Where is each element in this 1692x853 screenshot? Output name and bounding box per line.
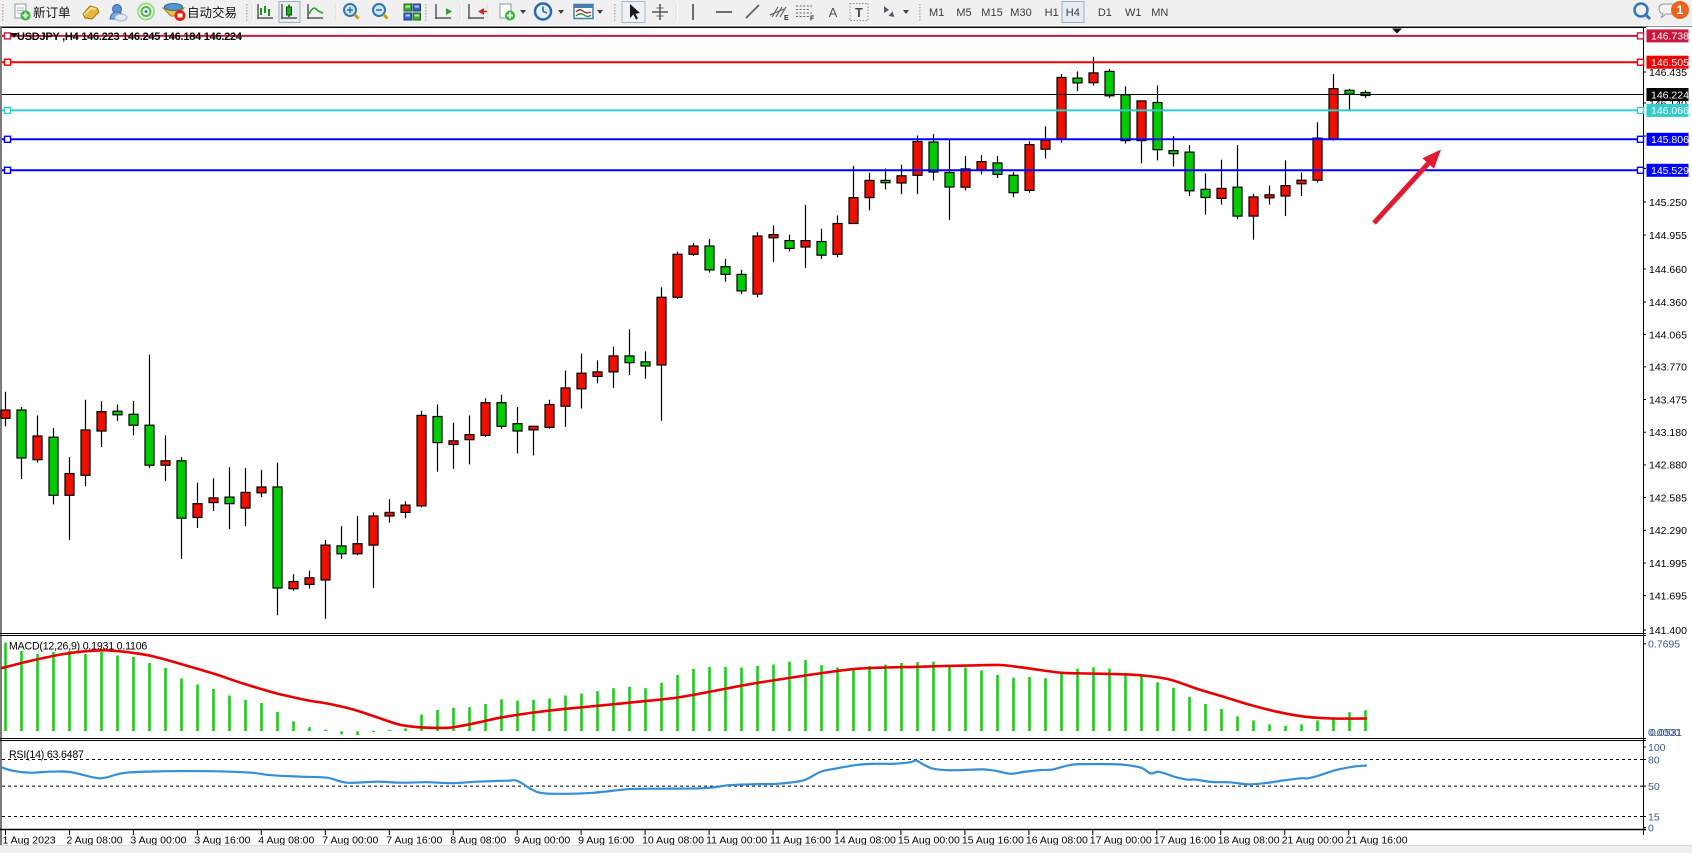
svg-text:100: 100 [1648,742,1666,754]
svg-text:0: 0 [1648,822,1654,834]
svg-text:9 Aug 00:00: 9 Aug 00:00 [514,835,570,847]
svg-text:2 Aug 08:00: 2 Aug 08:00 [67,835,123,847]
svg-text:H4: H4 [1066,7,1080,19]
svg-text:146.738: 146.738 [1651,31,1689,43]
svg-text:M1: M1 [929,7,944,19]
svg-text:F: F [810,16,815,23]
svg-text:11 Aug 00:00: 11 Aug 00:00 [706,835,767,847]
svg-text:7 Aug 00:00: 7 Aug 00:00 [322,835,378,847]
svg-text:144.065: 144.065 [1649,329,1687,341]
svg-text:14 Aug 08:00: 14 Aug 08:00 [834,835,896,847]
svg-text:H1: H1 [1045,7,1059,19]
svg-text:A: A [829,5,838,20]
svg-text:USDJPY ,H4 146.223 146.245 14: USDJPY ,H4 146.223 146.245 146.184 146.2… [17,31,243,43]
svg-text:15 Aug 16:00: 15 Aug 16:00 [962,835,1024,847]
svg-text:1: 1 [1677,3,1684,17]
svg-text:0.0000: 0.0000 [1648,727,1680,739]
svg-text:144.360: 144.360 [1649,297,1687,309]
svg-text:80: 80 [1648,754,1660,766]
svg-text:0.7695: 0.7695 [1648,639,1680,651]
svg-text:142.880: 142.880 [1649,460,1687,472]
svg-text:3 Aug 00:00: 3 Aug 00:00 [130,835,186,847]
svg-text:4 Aug 08:00: 4 Aug 08:00 [258,835,314,847]
svg-text:142.290: 142.290 [1649,525,1687,537]
svg-text:9 Aug 16:00: 9 Aug 16:00 [578,835,634,847]
svg-text:8 Aug 08:00: 8 Aug 08:00 [450,835,506,847]
svg-text:146.224: 146.224 [1651,89,1689,101]
svg-text:11 Aug 16:00: 11 Aug 16:00 [770,835,831,847]
svg-text:M5: M5 [956,7,971,19]
svg-text:D1: D1 [1098,7,1112,19]
svg-text:145.529: 145.529 [1651,165,1689,177]
svg-text:146.435: 146.435 [1649,67,1687,79]
svg-text:10 Aug 08:00: 10 Aug 08:00 [642,835,704,847]
svg-text:143.770: 143.770 [1649,362,1687,374]
svg-text:145.806: 145.806 [1651,134,1689,146]
svg-text:50: 50 [1648,781,1660,793]
svg-text:141.400: 141.400 [1649,625,1687,637]
svg-text:21 Aug 16:00: 21 Aug 16:00 [1346,835,1408,847]
svg-text:3 Aug 16:00: 3 Aug 16:00 [194,835,250,847]
svg-text:17 Aug 16:00: 17 Aug 16:00 [1154,835,1216,847]
svg-text:MN: MN [1151,7,1168,19]
svg-text:M15: M15 [981,7,1002,19]
svg-text:141.995: 141.995 [1649,558,1687,570]
svg-text:1 Aug 2023: 1 Aug 2023 [3,835,56,847]
svg-text:15: 15 [1648,811,1660,823]
svg-text:143.475: 143.475 [1649,394,1687,406]
svg-text:141.695: 141.695 [1649,591,1687,603]
svg-text:7 Aug 16:00: 7 Aug 16:00 [386,835,442,847]
svg-text:144.660: 144.660 [1649,264,1687,276]
svg-text:0.0531: 0.0531 [1650,727,1682,739]
svg-text:新订单: 新订单 [33,5,71,20]
svg-text:145.250: 145.250 [1649,197,1687,209]
svg-text:T: T [855,6,863,20]
svg-text:RSI(14) 63.6487: RSI(14) 63.6487 [9,749,84,761]
svg-text:143.180: 143.180 [1649,427,1687,439]
svg-text:16 Aug 08:00: 16 Aug 08:00 [1026,835,1088,847]
svg-text:17 Aug 00:00: 17 Aug 00:00 [1090,835,1152,847]
svg-text:142.585: 142.585 [1649,492,1687,504]
svg-text:E: E [784,15,789,22]
svg-text:15 Aug 00:00: 15 Aug 00:00 [898,835,960,847]
svg-text:144.955: 144.955 [1649,230,1687,242]
svg-text:自动交易: 自动交易 [187,5,237,20]
svg-text:M30: M30 [1010,7,1031,19]
svg-text:146.505: 146.505 [1651,57,1689,69]
svg-text:21 Aug 00:00: 21 Aug 00:00 [1282,835,1344,847]
svg-text:18 Aug 08:00: 18 Aug 08:00 [1218,835,1280,847]
svg-text:W1: W1 [1125,7,1142,19]
svg-text:146.066: 146.066 [1651,105,1689,117]
